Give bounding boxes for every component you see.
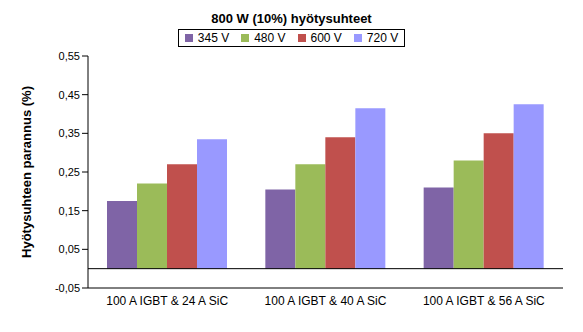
html-text:480 V: 480 V [254, 31, 286, 45]
svg-text:0,35: 0,35 [59, 127, 80, 139]
svg-text:0,45: 0,45 [59, 89, 80, 101]
svg-text:0,05: 0,05 [59, 243, 80, 255]
svg-text:0,15: 0,15 [59, 205, 80, 217]
html-text:600 V: 600 V [310, 31, 342, 45]
svg-text:0,25: 0,25 [59, 166, 80, 178]
html-text:345 V: 345 V [197, 31, 230, 45]
svg-text:Hyötysuhteen parannus (%): Hyötysuhteen parannus (%) [19, 86, 34, 258]
svg-text:-0,05: -0,05 [55, 282, 80, 294]
svg-text:0,55: 0,55 [59, 50, 80, 62]
svg-text:100 A IGBT & 24 A SiC: 100 A IGBT & 24 A SiC [106, 294, 228, 308]
html-text:800 W (10%) hyötysuhteet: 800 W (10%) hyötysuhteet [211, 11, 372, 26]
svg-text:100 A IGBT & 40 A SiC: 100 A IGBT & 40 A SiC [265, 294, 387, 308]
html-text:720 V: 720 V [366, 31, 399, 45]
svg-text:100 A IGBT & 56 A SiC: 100 A IGBT & 56 A SiC [423, 294, 545, 308]
